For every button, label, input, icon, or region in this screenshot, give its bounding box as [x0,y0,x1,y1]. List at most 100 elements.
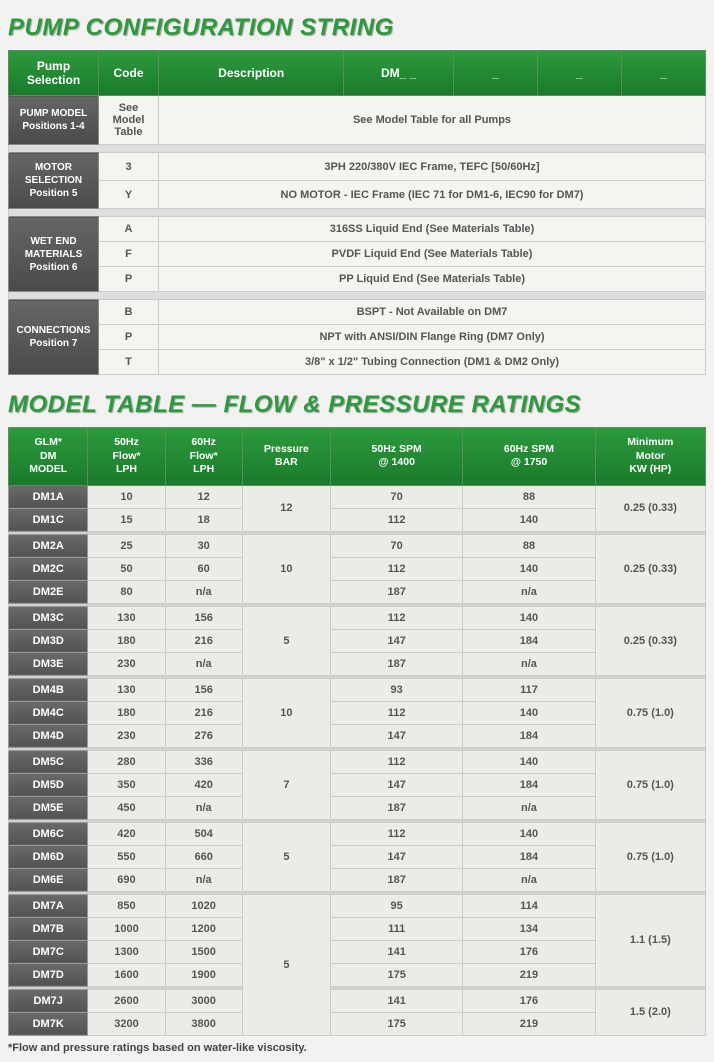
model-name: DM5C [9,750,88,773]
config-desc: PVDF Liquid End (See Materials Table) [159,242,706,267]
model-name: DM1C [9,508,88,531]
model-name: DM5D [9,773,88,796]
cell-60hz-flow: 30 [165,534,242,557]
cell-60hz-flow: 1020 [165,894,242,917]
mh-60flow: 60HzFlow*LPH [165,428,242,486]
config-code: P [99,325,159,350]
config-row: FPVDF Liquid End (See Materials Table) [9,242,706,267]
config-desc: NPT with ANSI/DIN Flange Ring (DM7 Only) [159,325,706,350]
model-name: DM1A [9,485,88,508]
cell-60hz-spm: 114 [463,894,595,917]
cell-50hz-spm: 175 [330,963,462,986]
model-name: DM3D [9,629,88,652]
cell-pressure: 10 [242,678,330,747]
cell-60hz-flow: n/a [165,652,242,675]
config-row: PPP Liquid End (See Materials Table) [9,267,706,292]
cell-50hz-flow: 2600 [88,989,165,1012]
config-section-label: PUMP MODELPositions 1-4 [9,96,99,145]
cell-motor: 0.75 (1.0) [595,750,705,819]
model-name: DM3E [9,652,88,675]
config-gap [9,145,706,153]
cell-60hz-spm: 140 [463,701,595,724]
col-pos7: _ [621,51,705,96]
config-header-row: Pump Selection Code Description DM_ _ _ … [9,51,706,96]
cell-50hz-spm: 147 [330,845,462,868]
config-code: T [99,350,159,375]
cell-pressure: 12 [242,485,330,531]
cell-50hz-spm: 112 [330,606,462,629]
cell-60hz-flow: 3000 [165,989,242,1012]
cell-60hz-flow: 336 [165,750,242,773]
cell-50hz-flow: 690 [88,868,165,891]
cell-60hz-spm: n/a [463,796,595,819]
cell-50hz-flow: 280 [88,750,165,773]
model-name: DM7B [9,917,88,940]
cell-60hz-spm: 176 [463,989,595,1012]
cell-60hz-flow: 60 [165,557,242,580]
config-code: F [99,242,159,267]
cell-60hz-spm: 184 [463,724,595,747]
config-section-label: CONNECTIONSPosition 7 [9,300,99,375]
cell-60hz-spm: 140 [463,606,595,629]
cell-motor: 0.25 (0.33) [595,606,705,675]
model-row: DM5C28033671121400.75 (1.0) [9,750,706,773]
config-title: PUMP CONFIGURATION STRING [8,14,706,42]
cell-50hz-flow: 180 [88,629,165,652]
cell-50hz-spm: 187 [330,796,462,819]
model-name: DM6E [9,868,88,891]
model-row: DM7J260030001411761.5 (2.0) [9,989,706,1012]
cell-50hz-spm: 141 [330,940,462,963]
model-name: DM7C [9,940,88,963]
model-row: DM7A85010205951141.1 (1.5) [9,894,706,917]
config-row: CONNECTIONSPosition 7BBSPT - Not Availab… [9,300,706,325]
col-code: Code [99,51,159,96]
config-code: P [99,267,159,292]
cell-60hz-flow: n/a [165,796,242,819]
mh-model: GLM*DMMODEL [9,428,88,486]
cell-50hz-flow: 1600 [88,963,165,986]
cell-60hz-spm: 140 [463,508,595,531]
config-section-label: WET END MATERIALSPosition 6 [9,217,99,292]
cell-60hz-spm: n/a [463,652,595,675]
model-row: DM2A25301070880.25 (0.33) [9,534,706,557]
config-table: Pump Selection Code Description DM_ _ _ … [8,50,706,375]
cell-motor: 0.25 (0.33) [595,534,705,603]
mh-60spm: 60Hz SPM@ 1750 [463,428,595,486]
cell-50hz-spm: 111 [330,917,462,940]
cell-50hz-spm: 187 [330,580,462,603]
cell-60hz-flow: 420 [165,773,242,796]
cell-60hz-spm: 140 [463,822,595,845]
cell-60hz-flow: n/a [165,580,242,603]
config-code: Y [99,181,159,209]
cell-60hz-spm: 219 [463,963,595,986]
cell-50hz-spm: 187 [330,652,462,675]
cell-60hz-spm: 184 [463,845,595,868]
cell-60hz-flow: 18 [165,508,242,531]
cell-60hz-spm: 140 [463,557,595,580]
cell-60hz-spm: 219 [463,1012,595,1035]
cell-60hz-flow: 156 [165,606,242,629]
cell-50hz-flow: 550 [88,845,165,868]
cell-60hz-flow: 276 [165,724,242,747]
cell-60hz-flow: 504 [165,822,242,845]
cell-50hz-spm: 141 [330,989,462,1012]
cell-pressure: 5 [242,822,330,891]
cell-pressure: 10 [242,534,330,603]
cell-50hz-spm: 70 [330,534,462,557]
cell-60hz-flow: 1500 [165,940,242,963]
model-name: DM5E [9,796,88,819]
model-name: DM2E [9,580,88,603]
config-desc: NO MOTOR - IEC Frame (IEC 71 for DM1-6, … [159,181,706,209]
cell-60hz-flow: 3800 [165,1012,242,1035]
model-row: DM3C13015651121400.25 (0.33) [9,606,706,629]
cell-50hz-spm: 147 [330,629,462,652]
cell-50hz-flow: 25 [88,534,165,557]
config-row: PUMP MODELPositions 1-4See Model TableSe… [9,96,706,145]
col-pos6: _ [537,51,621,96]
cell-motor: 0.25 (0.33) [595,485,705,531]
cell-60hz-spm: 184 [463,773,595,796]
config-desc: See Model Table for all Pumps [159,96,706,145]
model-name: DM2A [9,534,88,557]
cell-60hz-flow: 216 [165,701,242,724]
cell-60hz-spm: n/a [463,868,595,891]
